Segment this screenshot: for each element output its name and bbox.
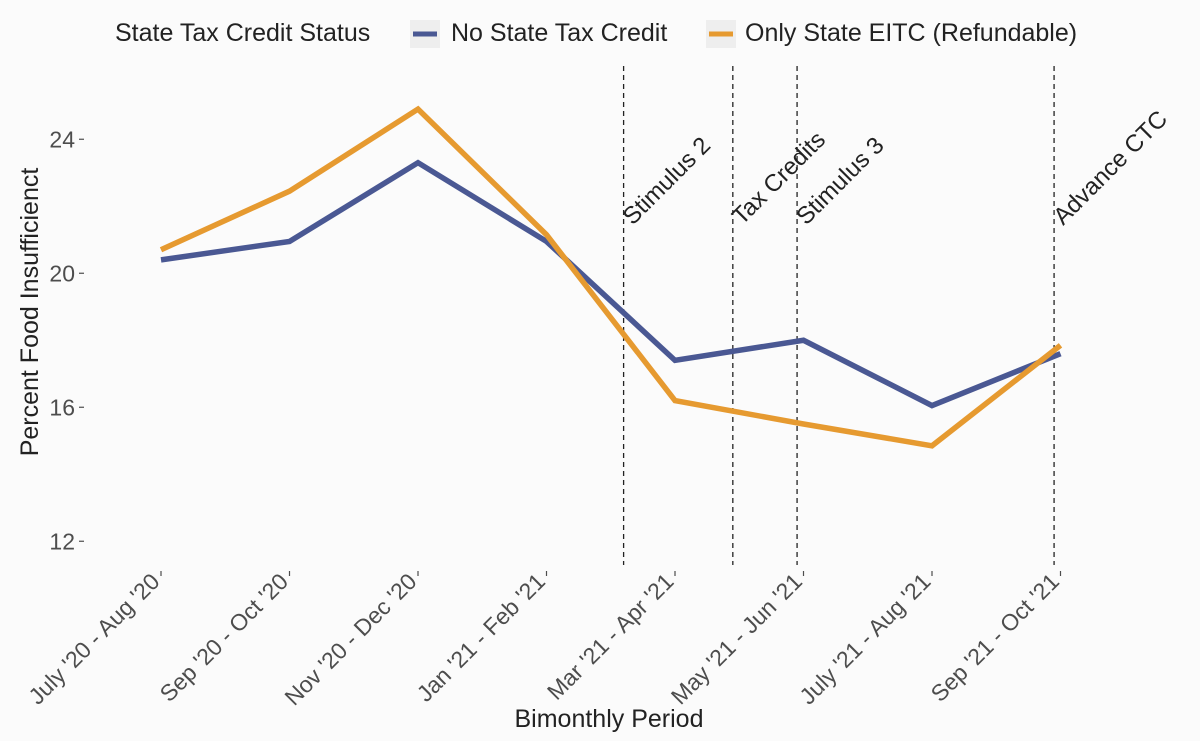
y-tick-label-16: 16 (49, 394, 75, 420)
y-tick-label-20: 20 (49, 260, 75, 286)
series-lines (159, 105, 1063, 449)
x-tick-label-sep-21-oct-21: Sep '21 - Oct '21 (926, 568, 1065, 707)
legend: State Tax Credit Status No State Tax Cre… (115, 19, 1077, 48)
series-line-only-state-eitc-refundable (159, 105, 1063, 449)
x-tick-label-may-21-jun-21: May '21 - Jun '21 (666, 568, 807, 709)
x-tick-label-nov-20-dec-20: Nov '20 - Dec '20 (279, 568, 421, 710)
y-tick-label-24: 24 (49, 126, 75, 152)
x-tick-label-mar-21-apr-21: Mar '21 - Apr '21 (542, 568, 679, 705)
series-line-no-state-tax-credit (160, 159, 1062, 409)
event-lines (622, 66, 1055, 565)
x-axis-title: Bimonthly Period (515, 705, 704, 733)
legend-label-no-state-tax-credit: No State Tax Credit (451, 19, 667, 47)
annotation-stimulus-2: Stimulus 2 (618, 132, 716, 230)
y-axis: 12 16 20 24 (49, 126, 84, 554)
legend-label-only-state-eitc: Only State EITC (Refundable) (745, 19, 1077, 47)
x-tick-label-july-20-aug-20: July '20 - Aug '20 (23, 568, 164, 709)
x-tick-label-july-21-aug-21: July '21 - Aug '21 (794, 568, 935, 709)
x-tick-label-jan-21-feb-21: Jan '21 - Feb '21 (412, 568, 551, 707)
x-tick-label-sep-20-oct-20: Sep '20 - Oct '20 (155, 568, 294, 707)
y-axis-title: Percent Food Insufficienct (16, 168, 44, 457)
y-tick-label-12: 12 (49, 528, 75, 554)
annotation-advance-ctc: Advance CTC (1048, 106, 1173, 231)
legend-title: State Tax Credit Status (115, 19, 370, 47)
